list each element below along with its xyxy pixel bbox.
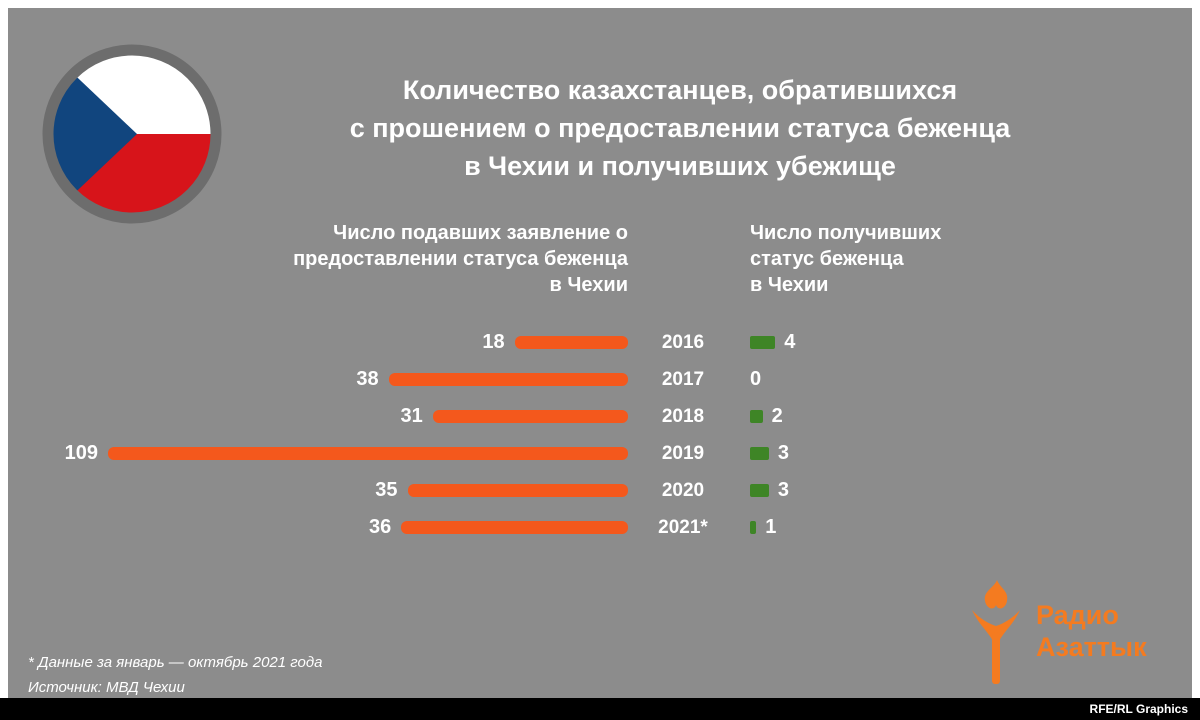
year-label: 2020 — [661, 480, 705, 501]
applied-bar — [432, 410, 628, 423]
granted-bar-zone: 2 — [750, 398, 783, 435]
torch-icon — [972, 580, 1020, 684]
credit-text: RFE/RL Graphics — [1089, 702, 1188, 716]
credit-bar: RFE/RL Graphics — [0, 698, 1200, 720]
chart-row: 38 2017 0 — [8, 361, 1192, 398]
granted-bar — [750, 484, 769, 497]
granted-value-label: 3 — [777, 442, 790, 464]
azattyk-logo: Радио Азаттык — [964, 580, 1147, 684]
chart-row: 18 2016 4 — [8, 324, 1192, 361]
granted-value-label: 3 — [777, 479, 790, 501]
page-title: Количество казахстанцев, обратившихся с … — [349, 75, 1011, 181]
granted-value-label: 1 — [765, 516, 777, 538]
granted-bar-zone: 3 — [750, 472, 789, 509]
azattyk-logo-line2: Азаттык — [1036, 632, 1147, 662]
chart-row: 31 2018 2 — [8, 398, 1192, 435]
granted-value-label: 0 — [750, 368, 762, 390]
year-label: 2018 — [661, 406, 705, 427]
granted-bar-zone: 0 — [750, 361, 761, 398]
year-label: 2016 — [661, 332, 705, 353]
applied-bar-zone: 35 — [8, 472, 628, 509]
granted-value-label: 4 — [784, 331, 796, 353]
applied-value-label: 18 — [482, 331, 505, 353]
applied-value-label: 38 — [356, 368, 379, 390]
chart-row: 109 2019 3 — [8, 435, 1192, 472]
granted-bar — [750, 521, 757, 534]
applied-bar — [407, 484, 628, 497]
applied-value-label: 109 — [64, 442, 98, 464]
chart-rows: 18 2016 4 38 2017 0 31 2018 2 109 2019 3 35 2020 3 36 20… — [8, 324, 1192, 546]
granted-bar — [750, 410, 763, 423]
applied-bar-zone: 38 — [8, 361, 628, 398]
granted-bar-zone: 3 — [750, 435, 789, 472]
azattyk-logo-text: Радио Азаттык — [1036, 600, 1147, 664]
granted-bar — [750, 447, 769, 460]
applied-bar-zone: 36 — [8, 509, 628, 546]
chart-row: 35 2020 3 — [8, 472, 1192, 509]
applied-bar — [108, 447, 628, 460]
czech-flag-icon — [42, 44, 222, 224]
applied-bar-zone: 109 — [8, 435, 628, 472]
applied-bar-zone: 31 — [8, 398, 628, 435]
applied-value-label: 35 — [375, 479, 398, 501]
infographic-panel: Количество казахстанцев, обратившихся с … — [8, 8, 1192, 698]
year-label: 2021* — [658, 517, 708, 538]
applied-bar-zone: 18 — [8, 324, 628, 361]
applied-bar — [514, 336, 628, 349]
footnote-period: * Данные за январь — октябрь 2021 года — [28, 654, 323, 671]
applied-column-header: Число подавших заявление о предоставлени… — [293, 222, 628, 296]
applied-value-label: 31 — [400, 405, 423, 427]
granted-column-header: Число получивших статус беженца в Чехии — [750, 222, 942, 296]
applied-bar — [401, 521, 628, 534]
year-label: 2019 — [661, 443, 705, 464]
azattyk-logo-line1: Радио — [1036, 600, 1119, 631]
footnote-source: Источник: МВД Чехии — [28, 679, 185, 696]
granted-bar-zone: 4 — [750, 324, 795, 361]
chart-row: 36 2021* 1 — [8, 509, 1192, 546]
granted-bar-zone: 1 — [750, 509, 776, 546]
granted-value-label: 2 — [771, 405, 783, 427]
year-label: 2017 — [661, 369, 705, 390]
applied-bar — [388, 373, 628, 386]
applied-value-label: 36 — [368, 516, 392, 538]
granted-bar — [750, 336, 776, 349]
